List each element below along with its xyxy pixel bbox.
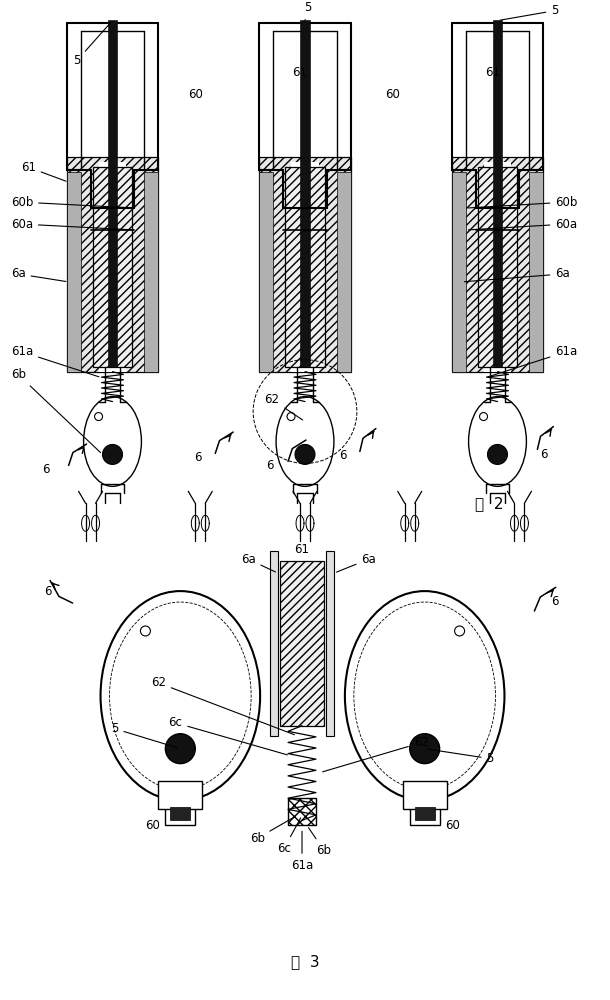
Circle shape [140, 626, 151, 636]
Bar [291, 162, 319, 372]
Ellipse shape [345, 591, 504, 801]
Text: 6a: 6a [464, 267, 570, 282]
Bar [170, 807, 190, 820]
Text: 61: 61 [295, 543, 309, 556]
Circle shape [410, 734, 440, 764]
Circle shape [95, 413, 102, 421]
Text: 6b: 6b [11, 368, 101, 453]
Bar [478, 167, 517, 367]
Bar [93, 167, 132, 367]
Bar [66, 157, 159, 372]
Bar [259, 172, 273, 372]
Circle shape [479, 413, 487, 421]
Text: 60a: 60a [11, 218, 134, 231]
Text: 5: 5 [304, 1, 312, 21]
Text: 60b: 60b [11, 196, 134, 209]
Bar [66, 172, 81, 372]
Bar [403, 781, 447, 809]
Bar [165, 804, 195, 825]
Ellipse shape [101, 591, 260, 801]
Text: 6: 6 [551, 595, 559, 608]
Bar [99, 162, 126, 372]
Text: 60: 60 [188, 88, 203, 101]
Text: 5: 5 [500, 4, 559, 20]
Text: 6a: 6a [11, 267, 66, 281]
Text: 60: 60 [145, 819, 160, 832]
Circle shape [165, 734, 195, 764]
Text: 61: 61 [21, 161, 66, 181]
Bar [326, 551, 334, 736]
Bar [288, 798, 316, 825]
Circle shape [287, 413, 295, 421]
Bar [285, 167, 325, 367]
Bar [492, 20, 503, 367]
Bar [410, 804, 440, 825]
Circle shape [295, 444, 315, 464]
Text: 5: 5 [428, 749, 494, 765]
Bar [280, 561, 324, 726]
Text: 62: 62 [151, 676, 295, 735]
Text: 6a: 6a [241, 553, 276, 572]
Bar [107, 20, 118, 367]
Text: 图  2: 图 2 [475, 496, 504, 511]
Text: 61a: 61a [11, 345, 99, 377]
Text: 62: 62 [323, 736, 429, 772]
Bar [259, 157, 351, 372]
Text: 61: 61 [485, 66, 500, 79]
Text: 6: 6 [195, 451, 202, 464]
Text: 6: 6 [44, 585, 51, 598]
Text: 6: 6 [339, 449, 346, 462]
Ellipse shape [276, 397, 334, 486]
Text: 5: 5 [73, 23, 110, 67]
Bar [300, 20, 310, 367]
Bar [270, 551, 278, 736]
Text: 6: 6 [42, 463, 49, 476]
Text: 6b: 6b [249, 817, 295, 845]
Text: 61a: 61a [291, 831, 313, 872]
Bar [415, 807, 435, 820]
Bar [288, 798, 316, 825]
Text: 6c: 6c [168, 716, 287, 755]
Bar [145, 172, 159, 372]
Text: 6a: 6a [337, 553, 376, 572]
Text: 62: 62 [265, 393, 303, 420]
Text: 5: 5 [111, 722, 178, 748]
Ellipse shape [468, 397, 526, 486]
Circle shape [487, 444, 508, 464]
Text: 60b: 60b [468, 196, 578, 209]
Text: 6: 6 [540, 448, 548, 461]
Circle shape [454, 626, 465, 636]
Bar [159, 781, 203, 809]
Text: 60: 60 [386, 88, 400, 101]
Bar [529, 172, 544, 372]
Bar [451, 172, 465, 372]
Bar [484, 162, 511, 372]
Text: 60a: 60a [468, 218, 578, 231]
Text: 6b: 6b [309, 828, 331, 857]
Text: 60: 60 [445, 819, 460, 832]
Ellipse shape [84, 397, 142, 486]
Text: 61: 61 [293, 66, 307, 79]
Bar [451, 157, 544, 372]
Text: 6: 6 [267, 459, 274, 472]
Text: 6c: 6c [277, 818, 301, 855]
Text: 图  3: 图 3 [291, 955, 319, 970]
Text: 61a: 61a [488, 345, 578, 377]
Bar [337, 172, 351, 372]
Circle shape [102, 444, 123, 464]
